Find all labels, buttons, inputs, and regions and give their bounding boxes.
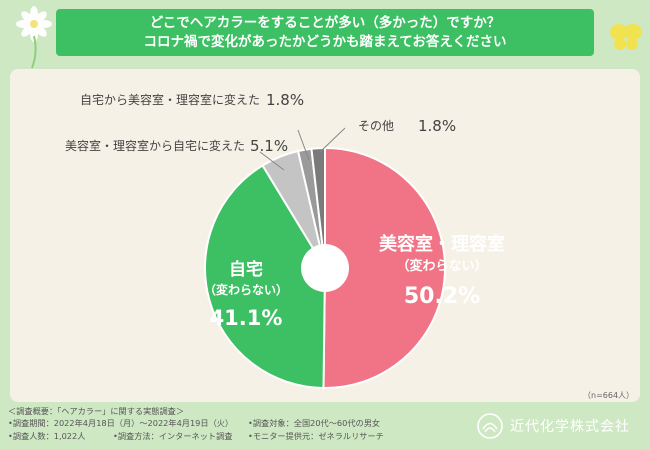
pie-slice-salon	[322, 146, 446, 389]
label-home-sub: （変わらない）	[204, 282, 288, 297]
pie-slice-other	[310, 146, 326, 269]
title-line-2: コロナ禍で変化があったかどうかも踏まえてお答えください	[143, 33, 507, 50]
leader-line-gray-3	[319, 127, 346, 153]
label-salon-name: 美容室・理容室	[379, 233, 505, 255]
title-line-1: どこでヘアカラーをすることが多い（多かった）ですか？	[149, 14, 501, 31]
label-other-value: 1.8%	[418, 117, 456, 135]
label-salon-value: 50.2%	[404, 284, 480, 309]
label-home-value: 41.1%	[210, 306, 283, 330]
label-home-to-salon-name: 自宅から美容室・理容室に変えた	[80, 92, 260, 107]
pie-slice-home	[204, 164, 327, 390]
title-banner: どこでヘアカラーをすることが多い（多かった）ですか？ コロナ禍で変化があったかど…	[56, 9, 594, 56]
survey-footer: ＜調査概要：「ヘアカラー」に関する実態調査＞ •調査期間：2022年4月18日（…	[8, 405, 478, 442]
label-salon-to-home-value: 5.1%	[250, 137, 288, 155]
footer-provider: •モニター提供元：ゼネラルリサーチ	[248, 430, 384, 441]
leader-line-gray-2	[297, 129, 310, 161]
leader-line-gray-1	[259, 151, 285, 171]
label-home-to-salon-value: 1.8%	[266, 91, 304, 109]
company-name: 近代化学株式会社	[510, 419, 630, 435]
footer-target: •調査対象：全国20代〜60代の男女	[248, 418, 381, 429]
label-home-name: 自宅	[229, 259, 263, 280]
label-other-name: その他	[358, 119, 394, 133]
company-logo: 近代化学株式会社	[476, 412, 630, 440]
footer-overview: ＜調査概要：「ヘアカラー」に関する実態調査＞	[8, 406, 185, 416]
footer-count: •調査人数：1,022人	[8, 430, 86, 441]
footer-method: •調査方法：インターネット調査	[113, 430, 233, 441]
company-logo-icon	[477, 413, 503, 439]
footer-period: •調査期間：2022年4月18日（月）〜2022年4月19日（火）	[8, 418, 234, 429]
label-salon-sub: （変わらない）	[396, 258, 487, 274]
sample-size-label: （n=664人）	[583, 391, 635, 400]
pie-center-hole	[301, 244, 349, 292]
flower-decoration-icon	[16, 6, 52, 69]
label-salon-to-home-name: 美容室・理容室から自宅に変えた	[65, 138, 245, 153]
butterfly-decoration-icon	[610, 24, 642, 50]
